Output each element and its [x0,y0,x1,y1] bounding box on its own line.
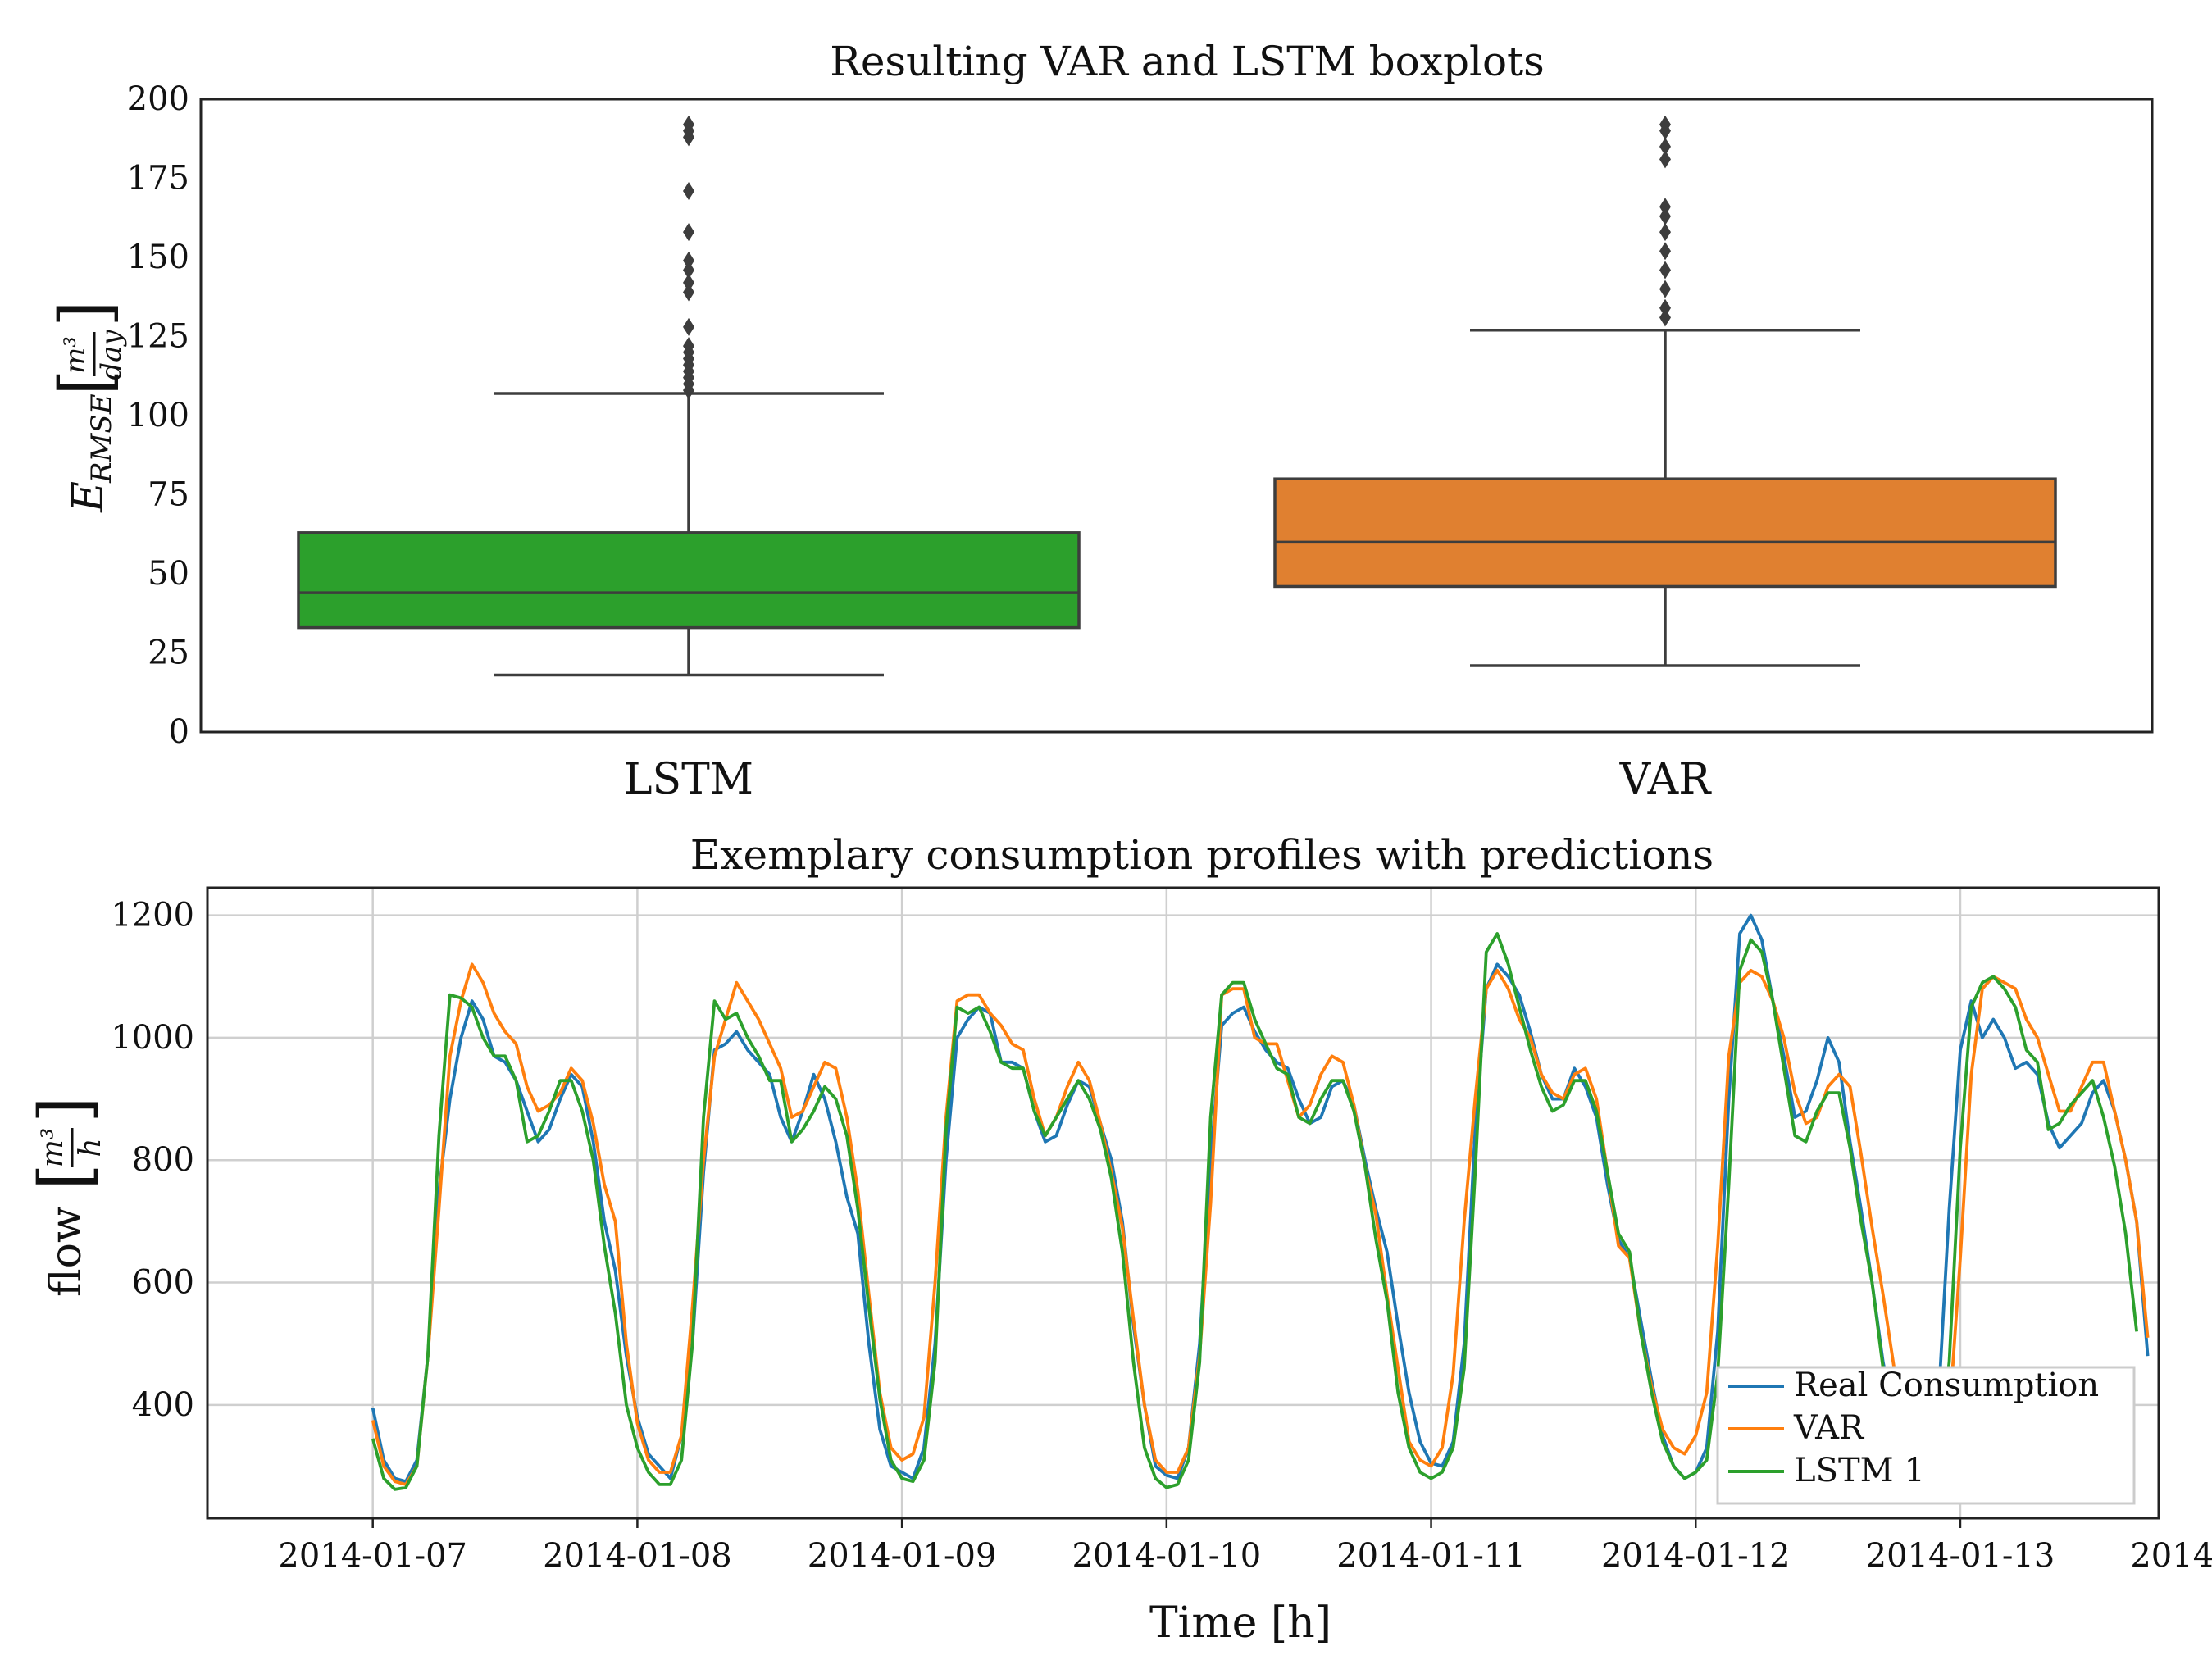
box-outlier [683,317,694,336]
lines-x-ticks: 2014-01-07 2014-01-08 2014-01-09 2014-01-10… [278,1518,2212,1575]
series-line-var [371,962,2150,1486]
box-outlier [1659,223,1671,242]
boxplot-title: Resulting VAR and LSTM boxplots [830,38,1545,85]
box-outlier [1659,115,1671,134]
legend-label: VAR [1793,1409,1865,1447]
svg-text:m³: m³ [59,336,92,374]
boxplot-panel: Resulting VAR and LSTM boxplots 0 25 50 75 1… [45,38,2154,804]
box-outlier [1659,298,1671,317]
legend: Real Consumption VAR LSTM 1 [1716,1366,2136,1505]
lines-title: Exemplary consumption profiles with pred… [690,831,1714,879]
box-outlier [1659,242,1671,261]
line-x-tick-label: 2014-01-12 [1601,1537,1791,1575]
lines-series [371,913,2150,1491]
line-y-tick-label: 400 [132,1386,194,1424]
svg-text:m³: m³ [36,1128,70,1168]
box-var [1273,115,2057,667]
box-outlier [1659,198,1671,216]
box-y-tick-label: 125 [127,318,189,356]
box-y-tick-label: 150 [127,239,189,276]
line-y-tick-label: 800 [132,1141,194,1179]
box-y-tick-label: 50 [148,555,189,593]
boxplot-frame [199,98,2154,734]
line-x-tick-label: 2014-01-14 [2130,1537,2212,1575]
box-outlier [1659,137,1671,156]
box-outlier [683,251,694,270]
legend-box [1716,1366,2136,1505]
line-y-tick-label: 600 [132,1264,194,1302]
svg-text:RMSE: RMSE [85,393,118,484]
box-outlier [1659,261,1671,280]
svg-text:h: h [74,1138,107,1157]
box-y-tick-label: 75 [148,476,189,514]
line-x-tick-label: 2014-01-09 [808,1537,997,1575]
svg-text:[: [ [45,369,125,396]
lines-y-ticks: 400 600 800 1000 1200 [111,897,194,1424]
svg-text:E: E [64,481,113,513]
svg-text:[: [ [25,1163,105,1190]
box-outlier [1659,280,1671,298]
box-y-tick-label: 175 [127,160,189,198]
box-outlier [683,283,694,302]
box-outlier [683,337,694,356]
legend-label: LSTM 1 [1794,1452,1925,1489]
box-outlier [683,115,694,134]
boxplot-x-ticks: LSTM VAR [624,755,1712,804]
boxplot-boxes [297,115,2057,677]
box-y-tick-label: 25 [148,634,189,672]
box-outlier [683,273,694,292]
line-x-tick-label: 2014-01-11 [1336,1537,1526,1575]
line-x-tick-label: 2014-01-13 [1866,1537,2055,1575]
lines-x-axis-label: Time [h] [1149,1599,1331,1648]
box-outlier [1659,308,1671,327]
box-y-tick-label: 100 [127,397,189,434]
svg-text:]: ] [25,1096,105,1123]
box-x-tick-label: VAR [1619,755,1713,804]
series-line-lstm-1 [371,932,2138,1491]
box-y-tick-label: 200 [127,80,189,118]
line-x-tick-label: 2014-01-08 [543,1537,732,1575]
box-outlier [683,261,694,280]
box-x-tick-label: LSTM [624,755,753,804]
box-outlier [683,223,694,242]
lines-frame [206,886,2160,1520]
svg-text:day: day [95,330,128,380]
box-outlier [1659,207,1671,225]
boxplot-y-axis-label: E RMSE [ m³ day ] [45,300,128,513]
line-x-tick-label: 2014-01-07 [278,1537,467,1575]
svg-text:]: ] [45,300,125,327]
line-x-tick-label: 2014-01-10 [1072,1537,1262,1575]
box-iqr [297,531,1081,630]
box-outlier [1659,150,1671,169]
line-y-tick-label: 1000 [111,1019,194,1057]
line-y-tick-label: 1200 [111,897,194,935]
svg-text:flow: flow [42,1207,91,1298]
boxplot-y-ticks: 0 25 50 75 100 125 150 175 200 [127,80,189,751]
lines-y-axis-label: flow [ m³ h ] [25,1096,107,1297]
box-y-tick-label: 0 [169,713,189,751]
lines-panel: Exemplary consumption profiles with pred… [25,831,2212,1648]
box-lstm [297,115,1081,677]
box-iqr [1273,477,2057,589]
box-outlier [683,181,694,200]
legend-label: Real Consumption [1794,1367,2099,1404]
